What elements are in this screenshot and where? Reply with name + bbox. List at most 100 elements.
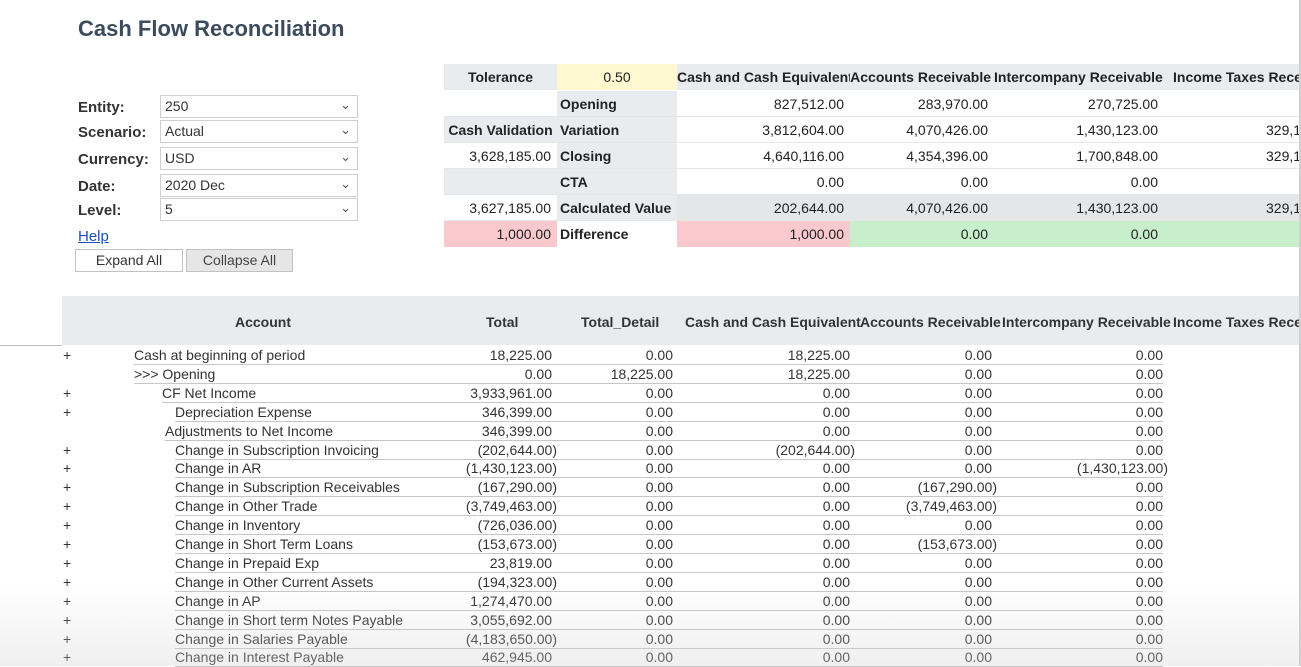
expand-row-icon[interactable]: + [63, 554, 72, 571]
currency-value: USD [165, 150, 195, 166]
table-cell: 0.00 [1135, 592, 1163, 609]
summary-cell: 4,070,426.00 [850, 195, 994, 221]
table-row: + CF Net Income 3,933,961.00 0.00 0.00 0.00 0.… [0, 384, 1301, 403]
row-underline [175, 553, 1163, 554]
column-header-total-detail[interactable]: Total_Detail [581, 314, 660, 330]
table-cell: (202,644.00) [775, 441, 855, 458]
column-header-total[interactable]: Total [486, 314, 519, 330]
table-cell: 0.00 [645, 403, 673, 420]
tolerance-input[interactable]: 0.50 [557, 64, 677, 90]
expand-row-icon[interactable]: + [63, 611, 72, 628]
row-underline [134, 364, 1163, 365]
account-name: Change in Inventory [175, 517, 301, 534]
table-cell: 0.00 [964, 347, 992, 363]
expand-row-icon[interactable]: + [63, 441, 72, 458]
summary-cell: 329,1 [1266, 122, 1301, 138]
collapse-all-button[interactable]: Collapse All [186, 249, 293, 272]
expand-all-button[interactable]: Expand All [75, 249, 183, 272]
summary-row-label: CTA [560, 174, 588, 190]
level-value: 5 [165, 201, 173, 217]
scenario-select[interactable]: Actual ⌄ [160, 120, 358, 143]
row-underline [165, 439, 1163, 441]
summary-cell [1164, 91, 1301, 117]
table-cell: 0.00 [964, 592, 992, 609]
help-link[interactable]: Help [78, 228, 109, 245]
column-header-account[interactable]: Account [235, 314, 291, 330]
expand-row-icon[interactable]: + [63, 592, 72, 609]
table-cell: 0.00 [1135, 365, 1163, 382]
table-cell: 0.00 [1135, 611, 1163, 628]
account-name: Change in AR [175, 460, 262, 477]
table-cell: 0.00 [645, 554, 673, 571]
difference-cell: 0.00 [994, 221, 1164, 247]
expand-row-icon[interactable]: + [63, 649, 72, 666]
table-cell: 0.00 [822, 517, 850, 534]
row-underline [175, 515, 1163, 517]
table-cell: 0.00 [1135, 517, 1163, 534]
table-cell: 0.00 [822, 460, 850, 477]
row-underline [175, 647, 1163, 649]
row-divider [444, 220, 1301, 221]
account-name: Depreciation Expense [175, 403, 312, 420]
expand-row-icon[interactable]: + [63, 536, 72, 552]
table-cell: 0.00 [822, 573, 850, 590]
currency-select[interactable]: USD ⌄ [160, 147, 358, 170]
expand-row-icon[interactable]: + [63, 460, 72, 477]
expand-row-icon[interactable]: + [63, 384, 72, 401]
table-cell: 23,819.00 [489, 554, 552, 571]
entity-value: 250 [165, 98, 189, 114]
table-row: + Change in Other Current Assets (194,323.… [0, 573, 1301, 592]
summary-cell: 3,628,185.00 [469, 148, 551, 164]
row-underline [134, 382, 1163, 384]
table-cell: 0.00 [645, 498, 673, 515]
summary-cell: 202,644.00 [677, 195, 850, 221]
summary-cell: 4,354,396.00 [906, 148, 988, 164]
chevron-down-icon: ⌄ [340, 176, 351, 191]
expand-row-icon[interactable]: + [63, 479, 72, 496]
column-header[interactable]: Cash and Cash Equivalent [685, 314, 861, 330]
date-select[interactable]: 2020 Dec ⌄ [160, 174, 358, 197]
table-cell: 3,055,692.00 [470, 611, 552, 628]
account-name: Adjustments to Net Income [165, 422, 334, 439]
table-cell: (167,290.00) [477, 479, 557, 496]
entity-select[interactable]: 250 ⌄ [160, 95, 358, 118]
table-row: Adjustments to Net Income 346,399.00 0.00 0… [0, 422, 1301, 441]
cash-validation-label: Cash Validation [444, 117, 557, 143]
table-cell: 0.00 [964, 384, 992, 401]
table-cell: 0.00 [822, 498, 850, 515]
table-cell: 0.00 [964, 611, 992, 628]
summary-cell: 827,512.00 [773, 96, 844, 112]
table-row: + Change in Salaries Payable (4,183,650.00… [0, 630, 1301, 649]
table-cell: 0.00 [645, 517, 673, 534]
account-name: Change in Salaries Payable [175, 630, 348, 647]
column-header[interactable]: Intercompany Receivable [1002, 314, 1171, 330]
table-cell: 346,399.00 [481, 403, 552, 420]
table-cell: 0.00 [645, 422, 673, 439]
column-header[interactable]: Income Taxes Recei [1173, 314, 1301, 330]
account-name: >>> Opening [134, 365, 216, 382]
table-cell: 0.00 [964, 554, 992, 571]
table-cell: (153,673.00) [477, 536, 557, 552]
expand-row-icon[interactable]: + [63, 517, 72, 534]
summary-cell [1164, 169, 1301, 195]
table-cell: 0.00 [964, 573, 992, 590]
chevron-down-icon: ⌄ [340, 97, 351, 112]
account-name: Change in Short term Notes Payable [175, 611, 404, 628]
row-divider [444, 142, 1301, 143]
expand-row-icon[interactable]: + [63, 347, 72, 363]
table-cell: 0.00 [645, 611, 673, 628]
table-cell: 0.00 [822, 630, 850, 647]
summary-cell: 3,627,185.00 [469, 200, 551, 216]
expand-row-icon[interactable]: + [63, 573, 72, 590]
summary-cell: 0.00 [816, 174, 844, 190]
table-cell: 0.00 [1135, 554, 1163, 571]
expand-row-icon[interactable]: + [63, 630, 72, 647]
table-cell: 0.00 [1135, 347, 1163, 363]
column-header[interactable]: Accounts Receivable [860, 314, 1001, 330]
table-cell: (726,036.00) [477, 517, 557, 534]
expand-row-icon[interactable]: + [63, 403, 72, 420]
level-select[interactable]: 5 ⌄ [160, 198, 358, 221]
expand-row-icon[interactable]: + [63, 498, 72, 515]
table-cell: 3,933,961.00 [470, 384, 552, 401]
table-cell: 0.00 [822, 536, 850, 552]
